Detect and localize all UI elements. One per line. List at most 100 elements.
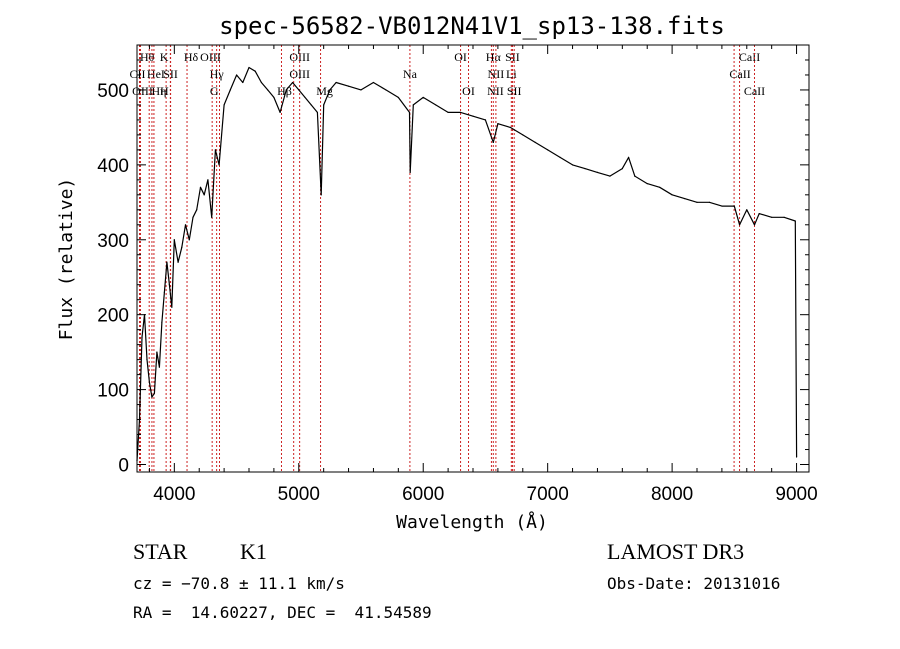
spectrum-point bbox=[248, 66, 250, 69]
spectral-line-label: CaII bbox=[744, 84, 765, 98]
spectrum-point bbox=[547, 149, 549, 151]
spectrum-point bbox=[156, 351, 158, 353]
spectral-line-label: Mg bbox=[316, 84, 333, 98]
spectrum-point bbox=[320, 194, 322, 196]
spectrum-point bbox=[733, 205, 735, 207]
plot-frame bbox=[136, 44, 810, 473]
spectrum-point bbox=[409, 171, 411, 173]
y-tick-label: 100 bbox=[97, 381, 129, 402]
spectrum-point bbox=[163, 291, 165, 293]
y-tick-label: 500 bbox=[97, 81, 129, 102]
spectrum-point bbox=[571, 164, 574, 166]
object-class: STAR bbox=[133, 539, 188, 564]
spectrum-point bbox=[310, 104, 312, 106]
spectrum-point bbox=[146, 359, 148, 361]
spectrum-point bbox=[335, 81, 337, 84]
spectrum-point bbox=[207, 179, 209, 181]
spectrum-point bbox=[659, 186, 661, 188]
spectrum-point bbox=[360, 89, 362, 91]
spectrum-point bbox=[192, 216, 194, 218]
spectrum-point bbox=[497, 123, 499, 125]
spectrum-point bbox=[783, 216, 785, 218]
spectrum-point bbox=[203, 194, 205, 196]
spectrum-point bbox=[771, 216, 773, 218]
spectrum-point bbox=[738, 224, 741, 226]
spectrum-point bbox=[151, 396, 153, 398]
spectrum-point bbox=[721, 205, 723, 207]
spectrum-point bbox=[223, 104, 225, 106]
spectrum-point bbox=[372, 81, 375, 84]
spectral-line-label: NII bbox=[488, 67, 505, 81]
spectrum-point bbox=[211, 216, 213, 218]
y-axis-label: Flux (relative) bbox=[56, 178, 77, 341]
spectral-line-label: Hα bbox=[486, 50, 502, 64]
spectral-line-label: NII bbox=[487, 84, 504, 98]
spectrum-point bbox=[758, 212, 760, 215]
spectral-line-label: CaII bbox=[739, 50, 760, 64]
spectrum-point bbox=[291, 81, 294, 84]
spectrum-point bbox=[683, 197, 686, 200]
spectrum-point bbox=[229, 89, 231, 91]
spectrum-point bbox=[627, 156, 630, 158]
x-tick-label: 5000 bbox=[278, 484, 320, 505]
spectrum-point bbox=[168, 284, 170, 286]
sky-coordinates: RA = 14.60227, DEC = 41.54589 bbox=[133, 603, 432, 622]
spectral-line-label: H bbox=[160, 84, 169, 98]
spectrum-point bbox=[412, 104, 414, 106]
axis-ticks: 4000 5000 6000 7000 8000 9000 0 100 200 300 400 500 bbox=[97, 45, 818, 505]
spectrum-series bbox=[136, 66, 798, 462]
spectrum-point bbox=[397, 96, 399, 99]
spectrum-point bbox=[196, 209, 198, 211]
spectrum-point bbox=[609, 175, 611, 177]
spectrum-point bbox=[596, 171, 599, 173]
spectral-line-label: OIII bbox=[132, 84, 153, 98]
spectrum-point bbox=[141, 336, 143, 338]
spectrum-point bbox=[267, 89, 269, 91]
spectral-line-label: SII bbox=[507, 84, 522, 98]
object-subclass: K1 bbox=[240, 539, 267, 564]
spectrum-point bbox=[408, 111, 411, 114]
x-tick-label: 8000 bbox=[651, 484, 693, 505]
spectrum-point bbox=[484, 119, 487, 121]
y-tick-label: 400 bbox=[97, 156, 129, 177]
spectrum-point bbox=[347, 85, 350, 87]
spectrum-point bbox=[329, 89, 331, 91]
spectrum-point bbox=[794, 220, 796, 222]
spectrum-point bbox=[254, 70, 256, 72]
spectrum-point bbox=[242, 81, 244, 84]
spectrum-point bbox=[435, 104, 437, 106]
spectrum-point bbox=[188, 239, 190, 241]
spectrum-point bbox=[153, 392, 156, 394]
spectrum-point bbox=[447, 111, 449, 114]
spectrum-point bbox=[161, 321, 163, 323]
spectrum-point bbox=[795, 456, 798, 458]
spectral-line-label: SII bbox=[505, 50, 520, 64]
spectrum-point bbox=[298, 89, 300, 91]
spectrum-point bbox=[646, 182, 648, 185]
spectral-line-label: HeI bbox=[147, 67, 165, 81]
spectral-line-label: Na bbox=[403, 67, 418, 81]
spectral-line-label: CaII bbox=[729, 67, 750, 81]
spectral-line-label: G bbox=[210, 84, 219, 98]
spectrum-point bbox=[746, 209, 748, 211]
spectrum-point bbox=[671, 194, 673, 196]
spectral-line-label: OIII bbox=[200, 50, 221, 64]
y-tick-label: 300 bbox=[97, 231, 129, 252]
spectrum-point bbox=[171, 306, 173, 308]
spectrum-point bbox=[273, 96, 275, 99]
x-tick-label: 6000 bbox=[402, 484, 444, 505]
spectrum-point bbox=[621, 168, 623, 170]
spectrum-point bbox=[279, 111, 281, 114]
spectral-line-label: Hδ bbox=[184, 50, 199, 64]
spectral-line-label: Li bbox=[506, 67, 517, 81]
spectrum-point bbox=[173, 239, 175, 241]
spectral-line-label: OIII bbox=[289, 67, 310, 81]
spectrum-point bbox=[385, 89, 387, 91]
x-axis-label: Wavelength (Å) bbox=[396, 511, 548, 533]
spectrum-point bbox=[177, 261, 179, 263]
spectrum-point bbox=[559, 156, 561, 158]
redshift-value: cz = −70.8 ± 11.1 km/s bbox=[133, 574, 345, 593]
spectrum-point bbox=[459, 111, 462, 114]
spectrum-point bbox=[492, 141, 494, 143]
